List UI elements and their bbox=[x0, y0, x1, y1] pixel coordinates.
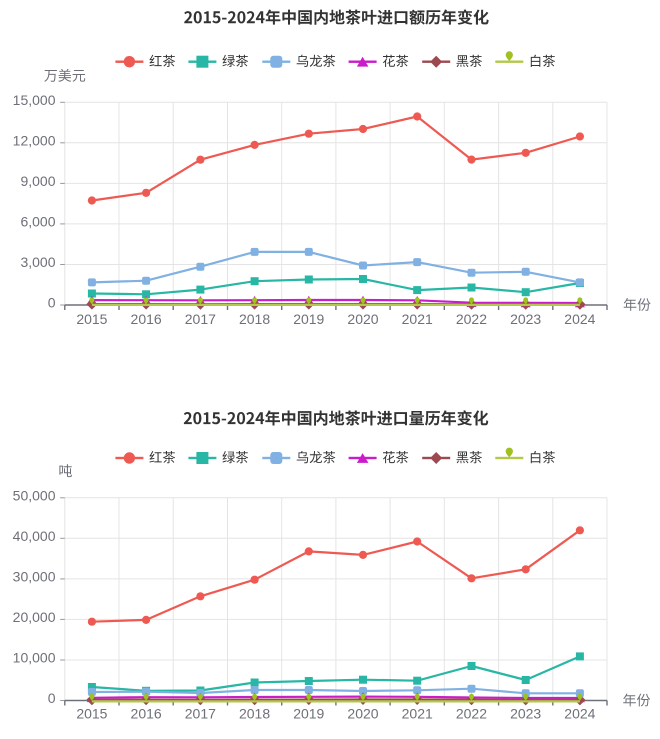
svg-text:10,000: 10,000 bbox=[13, 650, 56, 666]
svg-text:6,000: 6,000 bbox=[20, 214, 55, 230]
svg-text:50,000: 50,000 bbox=[13, 487, 56, 503]
svg-text:2022: 2022 bbox=[456, 706, 487, 722]
svg-text:2018: 2018 bbox=[239, 706, 270, 722]
svg-text:40,000: 40,000 bbox=[13, 528, 56, 544]
svg-text:2020: 2020 bbox=[347, 311, 378, 327]
svg-text:2020: 2020 bbox=[347, 706, 378, 722]
svg-text:2023: 2023 bbox=[510, 706, 541, 722]
svg-text:2024: 2024 bbox=[564, 311, 595, 327]
svg-text:2021: 2021 bbox=[402, 706, 433, 722]
svg-text:20,000: 20,000 bbox=[13, 609, 56, 625]
svg-text:12,000: 12,000 bbox=[13, 132, 56, 148]
svg-text:2019: 2019 bbox=[293, 311, 324, 327]
svg-text:2023: 2023 bbox=[510, 311, 541, 327]
svg-text:0: 0 bbox=[48, 295, 56, 311]
svg-text:0: 0 bbox=[48, 690, 56, 706]
svg-text:9,000: 9,000 bbox=[20, 173, 55, 189]
svg-text:2017: 2017 bbox=[185, 311, 216, 327]
svg-text:2019: 2019 bbox=[293, 706, 324, 722]
svg-text:30,000: 30,000 bbox=[13, 568, 56, 584]
svg-text:2016: 2016 bbox=[131, 706, 162, 722]
svg-text:2017: 2017 bbox=[185, 706, 216, 722]
svg-text:2018: 2018 bbox=[239, 311, 270, 327]
svg-text:3,000: 3,000 bbox=[20, 254, 55, 270]
svg-text:2024: 2024 bbox=[564, 706, 595, 722]
svg-text:2015: 2015 bbox=[76, 706, 107, 722]
svg-text:2021: 2021 bbox=[402, 311, 433, 327]
svg-text:2022: 2022 bbox=[456, 311, 487, 327]
svg-text:2016: 2016 bbox=[131, 311, 162, 327]
svg-text:2015: 2015 bbox=[76, 311, 107, 327]
svg-text:15,000: 15,000 bbox=[13, 92, 56, 108]
